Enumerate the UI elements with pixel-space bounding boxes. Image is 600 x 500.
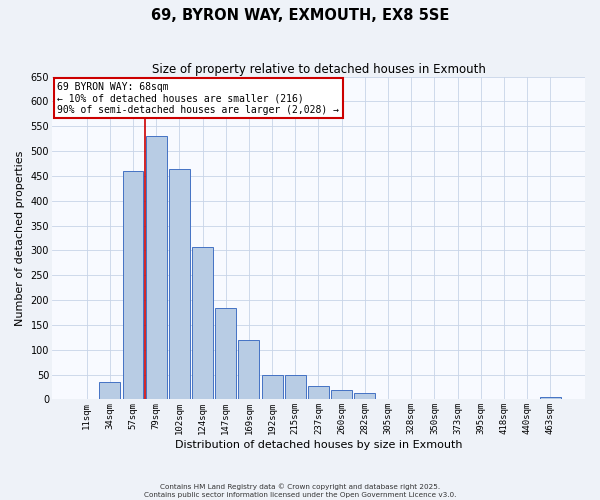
Text: 69, BYRON WAY, EXMOUTH, EX8 5SE: 69, BYRON WAY, EXMOUTH, EX8 5SE bbox=[151, 8, 449, 22]
Bar bbox=[192, 247, 213, 400]
Bar bbox=[215, 308, 236, 400]
Bar bbox=[262, 374, 283, 400]
Bar bbox=[285, 374, 306, 400]
Bar bbox=[355, 393, 375, 400]
Text: Contains HM Land Registry data © Crown copyright and database right 2025.
Contai: Contains HM Land Registry data © Crown c… bbox=[144, 484, 456, 498]
Bar bbox=[100, 382, 120, 400]
Y-axis label: Number of detached properties: Number of detached properties bbox=[15, 150, 25, 326]
Title: Size of property relative to detached houses in Exmouth: Size of property relative to detached ho… bbox=[152, 62, 485, 76]
Bar bbox=[308, 386, 329, 400]
Bar bbox=[146, 136, 167, 400]
Text: 69 BYRON WAY: 68sqm
← 10% of detached houses are smaller (216)
90% of semi-detac: 69 BYRON WAY: 68sqm ← 10% of detached ho… bbox=[57, 82, 339, 114]
Bar bbox=[540, 397, 561, 400]
Bar bbox=[122, 171, 143, 400]
X-axis label: Distribution of detached houses by size in Exmouth: Distribution of detached houses by size … bbox=[175, 440, 462, 450]
Bar bbox=[238, 340, 259, 400]
Bar bbox=[169, 168, 190, 400]
Bar bbox=[331, 390, 352, 400]
